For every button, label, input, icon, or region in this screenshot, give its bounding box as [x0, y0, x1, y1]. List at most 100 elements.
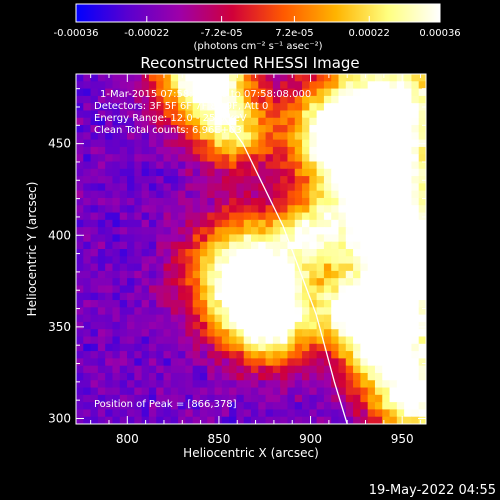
heatmap-cell — [302, 394, 310, 403]
heatmap-cell — [251, 329, 259, 338]
heatmap-cell — [141, 212, 150, 221]
heatmap-cell — [134, 183, 143, 192]
heatmap-cell — [112, 307, 121, 316]
heatmap-cell — [127, 402, 135, 411]
heatmap-cell — [258, 263, 267, 272]
heatmap-cell — [243, 387, 252, 396]
heatmap-cell — [134, 212, 143, 221]
heatmap-cell — [156, 176, 165, 184]
heatmap-cell — [294, 241, 303, 250]
heatmap-cell — [185, 278, 194, 287]
heatmap-cell — [389, 380, 398, 389]
heatmap-cell — [199, 190, 208, 199]
heatmap-cell — [302, 234, 310, 243]
heatmap-cell — [112, 336, 121, 345]
heatmap-cell — [272, 95, 281, 104]
heatmap-cell — [418, 168, 426, 177]
heatmap-cell — [251, 154, 259, 163]
heatmap-cell — [382, 212, 391, 221]
heatmap-cell — [360, 336, 369, 345]
heatmap-cell — [112, 387, 121, 396]
heatmap-cell — [404, 300, 413, 308]
heatmap-cell — [134, 278, 143, 287]
heatmap-cell — [192, 176, 201, 184]
heatmap-cell — [272, 241, 281, 250]
heatmap-cell — [192, 321, 201, 330]
heatmap-cell — [258, 132, 267, 141]
heatmap-cell — [316, 321, 325, 330]
heatmap-cell — [221, 314, 230, 323]
heatmap-cell — [83, 387, 92, 396]
heatmap-cell — [90, 321, 99, 330]
heatmap-cell — [90, 146, 99, 155]
heatmap-cell — [353, 307, 361, 316]
heatmap-cell — [280, 139, 289, 148]
heatmap-cell — [367, 81, 376, 90]
heatmap-cell — [97, 95, 106, 104]
heatmap-cell — [119, 81, 128, 90]
heatmap-cell — [331, 402, 340, 411]
heatmap-cell — [411, 336, 420, 345]
heatmap-cell — [127, 416, 135, 424]
heatmap-cell — [156, 190, 165, 199]
heatmap-cell — [374, 285, 383, 294]
heatmap-cell — [119, 125, 128, 133]
heatmap-cell — [265, 358, 274, 367]
heatmap-cell — [353, 329, 361, 338]
heatmap-cell — [119, 307, 128, 316]
heatmap-cell — [258, 88, 267, 97]
heatmap-cell — [236, 372, 245, 381]
heatmap-cell — [83, 139, 92, 148]
heatmap-cell — [236, 285, 245, 294]
heatmap-cell — [90, 219, 99, 228]
heatmap-cell — [141, 372, 150, 381]
heatmap-cell — [411, 256, 420, 265]
heatmap-cell — [294, 256, 303, 265]
heatmap-cell — [199, 365, 208, 374]
heatmap-cell — [178, 263, 186, 272]
heatmap-cell — [192, 183, 201, 192]
heatmap-cell — [251, 103, 259, 112]
heatmap-cell — [170, 270, 179, 279]
heatmap-cell — [127, 343, 135, 352]
heatmap-cell — [323, 321, 332, 330]
heatmap-cell — [163, 372, 172, 381]
heatmap-cell — [83, 219, 92, 228]
heatmap-cell — [214, 321, 223, 330]
heatmap-cell — [323, 117, 332, 126]
heatmap-cell — [367, 394, 376, 403]
heatmap-cell — [316, 300, 325, 308]
heatmap-cell — [185, 125, 194, 133]
heatmap-cell — [163, 394, 172, 403]
heatmap-cell — [374, 103, 383, 112]
heatmap-cell — [396, 227, 405, 236]
heatmap-cell — [294, 249, 303, 257]
heatmap-cell — [411, 321, 420, 330]
heatmap-cell — [396, 270, 405, 279]
heatmap-cell — [265, 351, 274, 359]
heatmap-cell — [302, 387, 310, 396]
heatmap-cell — [389, 168, 398, 177]
heatmap-cell — [76, 117, 84, 126]
heatmap-cell — [170, 351, 179, 359]
heatmap-cell — [170, 387, 179, 396]
heatmap-cell — [170, 394, 179, 403]
heatmap-cell — [367, 241, 376, 250]
heatmap-cell — [236, 183, 245, 192]
heatmap-cell — [221, 190, 230, 199]
heatmap-cell — [83, 380, 92, 389]
heatmap-cell — [90, 402, 99, 411]
heatmap-cell — [367, 146, 376, 155]
heatmap-cell — [367, 190, 376, 199]
heatmap-cell — [309, 380, 318, 389]
heatmap-cell — [251, 285, 259, 294]
heatmap-cell — [316, 380, 325, 389]
heatmap-cell — [338, 365, 347, 374]
heatmap-cell — [76, 234, 84, 243]
heatmap-cell — [316, 336, 325, 345]
heatmap-cell — [163, 212, 172, 221]
heatmap-cell — [221, 270, 230, 279]
heatmap-cell — [418, 372, 426, 381]
heatmap-cell — [112, 125, 121, 133]
heatmap-cell — [199, 154, 208, 163]
